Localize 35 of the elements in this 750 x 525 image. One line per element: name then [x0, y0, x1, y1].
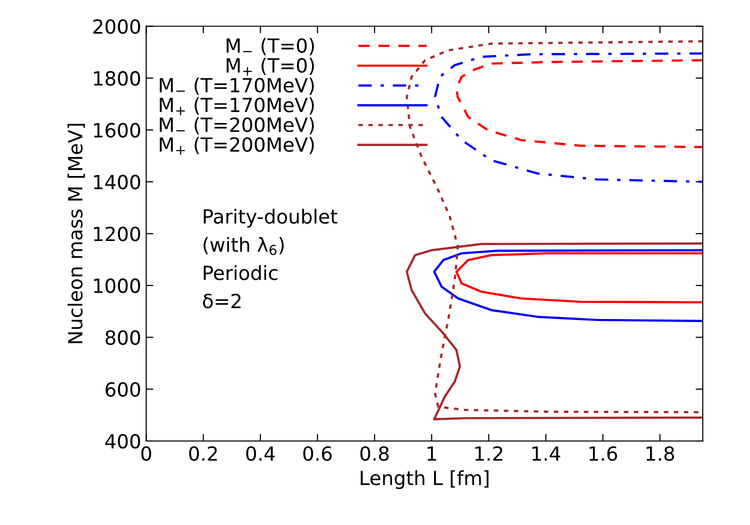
line-series — [455, 59, 703, 148]
annotation: (with λ$_{6}$) — [204, 236, 284, 256]
y-tick-label: 2000 — [93, 19, 140, 34]
x-tick-label: 1.6 — [590, 446, 618, 461]
y-axis-title: Nucleon mass M [MeV] — [68, 124, 85, 344]
x-tick-label: 0 — [141, 446, 152, 461]
y-tick-label: 1400 — [94, 174, 140, 190]
y-tick-label: 1600 — [94, 122, 140, 138]
y-tick-label: 400 — [105, 434, 140, 449]
x-tick-label: 1.2 — [475, 446, 502, 461]
annotation: δ=2 — [202, 294, 241, 308]
legend-label: M$_{−}$ (T=200MeV) — [160, 117, 314, 134]
legend-label: M$_{+}$ (T=170MeV) — [160, 97, 314, 116]
x-tick-label: 1 — [428, 446, 436, 461]
x-tick-label: 1.8 — [646, 446, 674, 461]
line-series — [455, 252, 703, 304]
x-tick-label: 0.2 — [189, 446, 217, 461]
x-tick-label: 0.8 — [360, 446, 389, 461]
line-series — [434, 52, 703, 183]
legend-label: M$_{−}$ (T=0) — [226, 38, 314, 56]
y-tick-label: 1200 — [94, 226, 140, 242]
x-tick-label: 0.6 — [303, 446, 332, 461]
legend-label: M$_{+}$ (T=200MeV) — [160, 136, 314, 155]
x-axis-title: Length L [fm] — [360, 470, 488, 490]
x-tick-label: 0.4 — [246, 446, 275, 461]
y-tick-label: 1800 — [94, 71, 140, 86]
legend-label: M$_{+}$ (T=0) — [226, 58, 314, 76]
legend-label: M$_{−}$ (T=170MeV) — [160, 77, 314, 95]
y-tick-label: 800 — [106, 330, 140, 345]
y-tick-label: 600 — [106, 382, 140, 397]
y-tick-label: 1000 — [94, 278, 140, 294]
annotation: Parity-doublet — [204, 208, 338, 228]
line-series — [433, 249, 703, 322]
annotation: Periodic — [204, 265, 278, 280]
x-tick-label: 1.4 — [532, 446, 560, 461]
